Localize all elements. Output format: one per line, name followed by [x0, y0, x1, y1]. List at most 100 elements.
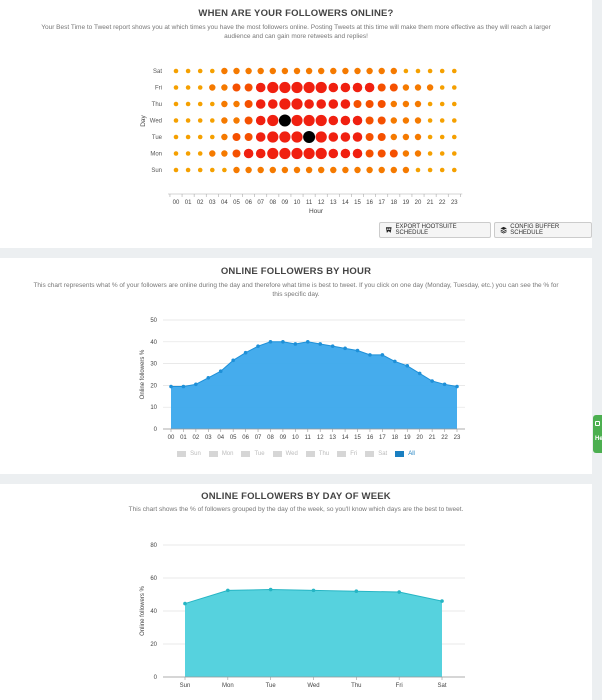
legend-swatch — [305, 451, 315, 457]
heatmap-cell — [197, 101, 203, 107]
y-tick-label: 60 — [150, 576, 157, 582]
heatmap-cell — [303, 131, 316, 143]
legend-label: Thu — [318, 451, 330, 457]
heatmap-x-tick-label: 06 — [245, 200, 252, 206]
legend-item-all[interactable]: All — [395, 451, 415, 457]
heatmap-x-tick-label: 18 — [390, 200, 397, 206]
data-point — [355, 348, 360, 353]
x-tick-label: 15 — [354, 435, 361, 441]
heatmap-cell — [221, 150, 228, 157]
heatmap-cell — [244, 133, 253, 141]
heatmap-cell — [414, 117, 422, 124]
heatmap-cell — [340, 148, 351, 159]
heatmap-cell — [232, 149, 241, 158]
heatmap-cell — [233, 67, 240, 75]
data-point — [281, 340, 285, 344]
heatmap-cell — [291, 114, 303, 127]
help-side-tab[interactable]: He — [593, 415, 602, 453]
heatmap-cell — [209, 84, 216, 91]
heatmap-cell — [427, 68, 433, 74]
heatmap-cell — [209, 150, 216, 157]
x-tick-label: 21 — [429, 435, 436, 441]
heatmap-cell — [340, 115, 351, 126]
legend-item-sat[interactable]: Sat — [365, 451, 387, 457]
heatmap-cell — [439, 101, 445, 107]
heatmap-cell — [293, 67, 301, 75]
legend-item-tue[interactable]: Tue — [241, 451, 265, 457]
heatmap-x-tick-label: 10 — [294, 200, 301, 206]
heatmap-cell — [291, 147, 303, 160]
day-panel-description: This chart shows the % of followers grou… — [128, 506, 464, 513]
x-tick-label: Sat — [437, 683, 446, 689]
legend-item-mon[interactable]: Mon — [208, 451, 233, 457]
heatmap-cell — [293, 166, 301, 174]
heatmap-cell — [185, 134, 191, 140]
legend-item-thu[interactable]: Thu — [305, 451, 330, 457]
heatmap-cell — [330, 166, 337, 174]
heatmap-cell — [340, 99, 351, 109]
y-tick-label: 0 — [154, 675, 158, 681]
help-side-tab-label: He — [595, 436, 602, 442]
x-tick-label: 06 — [242, 435, 249, 441]
export-hootsuite-label: EXPORT HOOTSUITE SCHEDULE — [395, 224, 457, 236]
heatmap-cell — [303, 147, 315, 160]
heatmap-cell — [221, 133, 228, 141]
config-buffer-button[interactable]: CONFIG BUFFER SCHEDULE — [494, 222, 592, 238]
heatmap-cell — [377, 100, 386, 108]
legend-item-fri[interactable]: Fri — [337, 451, 357, 457]
heatmap-cell — [328, 82, 339, 93]
heatmap-cell — [402, 166, 410, 174]
data-point — [183, 601, 187, 606]
heatmap-cell — [439, 167, 445, 173]
data-point — [226, 588, 230, 593]
data-point — [330, 344, 335, 348]
heatmap-cell — [378, 166, 385, 174]
heatmap-cell — [291, 81, 303, 94]
heatmap-cell — [414, 84, 422, 91]
heatmap-cell — [389, 83, 398, 92]
heatmap-cell — [402, 117, 410, 124]
data-point — [268, 587, 273, 592]
legend-swatch — [395, 451, 405, 457]
data-point — [343, 346, 347, 351]
hour-panel: ONLINE FOLLOWERS BY HOUR This chart repr… — [0, 258, 592, 474]
heatmap-cell — [243, 148, 254, 159]
heatmap-cell — [210, 68, 215, 74]
legend-item-sun[interactable]: Sun — [177, 451, 201, 457]
heatmap-day-label: Wed — [150, 119, 162, 125]
heatmap-cell — [315, 114, 327, 127]
legend-label: Wed — [285, 451, 298, 457]
heatmap-cell — [185, 118, 191, 123]
heatmap-cell — [452, 134, 457, 140]
hour-panel-description: This chart represents what % of your fol… — [33, 282, 559, 298]
heatmap-cell — [185, 101, 191, 107]
legend-item-wed[interactable]: Wed — [272, 451, 298, 457]
heatmap-cell — [315, 147, 327, 160]
heatmap-x-tick-label: 03 — [209, 200, 216, 206]
data-point — [231, 358, 235, 363]
y-tick-label: 40 — [150, 609, 157, 615]
heatmap-cell — [439, 85, 445, 90]
data-point — [380, 353, 385, 357]
heatmap-day-label: Sat — [153, 69, 162, 75]
x-tick-label: 05 — [230, 435, 237, 441]
heatmap-cell — [415, 68, 421, 74]
heatmap-cell — [315, 81, 327, 94]
heatmap-x-tick-label: 05 — [233, 200, 240, 206]
hour-panel-title: ONLINE FOLLOWERS BY HOUR — [220, 266, 372, 277]
heatmap-cell — [267, 114, 279, 127]
data-point — [181, 384, 186, 389]
export-hootsuite-button[interactable]: EXPORT HOOTSUITE SCHEDULE — [379, 222, 491, 238]
x-tick-label: 16 — [367, 435, 374, 441]
heatmap-cell — [267, 81, 279, 94]
data-point — [368, 353, 372, 357]
heatmap-cell — [197, 167, 203, 173]
heatmap-day-label: Fri — [155, 86, 162, 92]
data-point — [305, 340, 310, 344]
heatmap-cell — [255, 148, 266, 159]
heatmap-cell — [197, 85, 203, 90]
heatmap-cell — [279, 147, 291, 160]
heatmap-cell — [268, 99, 278, 109]
heatmap-cell — [365, 133, 374, 141]
x-tick-label: Tue — [266, 683, 277, 689]
